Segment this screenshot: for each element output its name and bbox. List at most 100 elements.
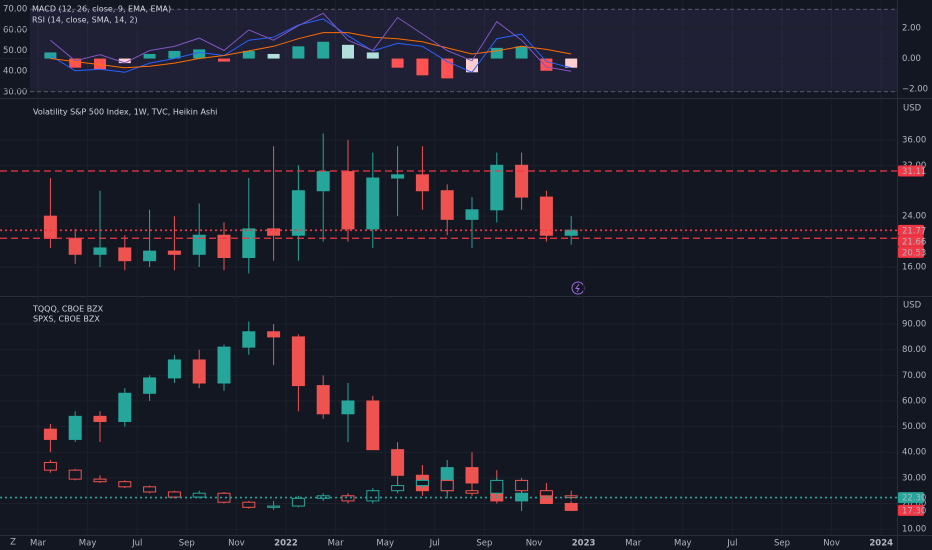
- candle-body: [93, 415, 107, 422]
- time-tick-label: Nov: [823, 539, 840, 549]
- candle-body: [118, 247, 132, 262]
- candle-body: [316, 385, 330, 415]
- price-label: 22.30: [902, 494, 926, 504]
- time-tick-label: Nov: [526, 539, 543, 549]
- price-tick-label: 16.00: [902, 263, 926, 273]
- histogram-bar: [441, 58, 454, 79]
- candle-body: [539, 490, 553, 497]
- time-tick-label: Jul: [726, 539, 737, 549]
- histogram-bar: [193, 49, 206, 59]
- price-tick-label: 2.00: [902, 24, 921, 34]
- histogram-bar: [94, 58, 106, 70]
- candle-body: [267, 505, 281, 508]
- price-tick-label: 70.00: [3, 5, 27, 15]
- series-legend: TQQQ, CBOE BZX: [32, 305, 104, 314]
- price-tick-label: 80.00: [902, 345, 926, 355]
- series-legend: Volatility S&P 500 Index, 1W, TVC, Heiki…: [33, 108, 217, 117]
- candle-body: [217, 492, 231, 503]
- candle-body: [391, 449, 405, 476]
- candle-body: [291, 190, 305, 236]
- candle-body: [68, 237, 82, 255]
- time-tick-label: Sep: [476, 539, 492, 549]
- candle-body: [267, 331, 281, 338]
- histogram-bar: [118, 58, 131, 64]
- histogram-bar: [69, 58, 82, 68]
- time-tick-label: Jul: [429, 539, 440, 549]
- candle-body: [415, 479, 429, 487]
- histogram-bar: [143, 53, 156, 59]
- histogram-bar: [391, 58, 404, 68]
- candle-body: [217, 234, 231, 258]
- histogram-bar: [490, 47, 503, 59]
- candle-body: [515, 479, 529, 492]
- price-label: 21.77: [902, 226, 926, 236]
- time-tick-label: 2022: [274, 539, 298, 549]
- candle-body: [366, 490, 380, 502]
- histogram-bar: [267, 53, 280, 59]
- price-tick-label: 90.00: [902, 320, 926, 330]
- time-tick-label: Sep: [179, 539, 195, 549]
- price-tick-label: 0.00: [902, 54, 921, 64]
- candle-body: [391, 174, 405, 179]
- candle-body: [490, 164, 504, 211]
- candle-body: [242, 501, 256, 508]
- indicator-legend: RSI (14, close, SMA, 14, 2): [32, 16, 138, 25]
- time-tick-label: May: [674, 539, 692, 549]
- candle-body: [242, 331, 256, 348]
- price-tick-label: 50.00: [3, 46, 27, 56]
- candle-body: [43, 215, 57, 239]
- histogram-bar: [292, 46, 305, 59]
- histogram-bar: [540, 58, 553, 71]
- indicator-legend: MACD (12, 26, close, 9, EMA, EMA): [32, 5, 171, 14]
- time-tick-label: May: [79, 539, 97, 549]
- candle-body: [192, 359, 206, 384]
- price-tick-label: 10.00: [902, 525, 926, 535]
- candle-body: [415, 174, 429, 192]
- candle-body: [391, 485, 405, 492]
- price-tick-label: 70.00: [902, 371, 926, 381]
- histogram-bar: [366, 52, 379, 59]
- candle-body: [167, 491, 181, 498]
- candle-body: [118, 481, 132, 488]
- price-tick-label: 24.00: [902, 212, 926, 222]
- candle-body: [242, 228, 256, 258]
- price-tick-label: 50.00: [902, 422, 926, 432]
- logo: Z: [10, 538, 16, 548]
- candle-body: [341, 495, 355, 502]
- time-tick-label: Mar: [328, 539, 345, 549]
- histogram-bar: [416, 58, 429, 76]
- time-tick-label: 2023: [572, 539, 596, 549]
- candle-body: [490, 479, 504, 494]
- price-label: 21.66: [902, 237, 926, 247]
- candle-body: [143, 250, 157, 262]
- price-label-bg: [898, 224, 924, 236]
- candle-body: [341, 400, 355, 415]
- price-label: 17.30: [902, 506, 926, 516]
- candle-body: [43, 428, 57, 440]
- time-tick-label: Mar: [625, 539, 642, 549]
- candle-body: [217, 346, 231, 384]
- candle-body: [316, 495, 330, 499]
- time-tick-label: Nov: [228, 539, 245, 549]
- candle-body: [316, 171, 330, 192]
- series-legend: SPXS, CBOE BZX: [33, 315, 100, 324]
- price-tick-label: 20.00: [902, 499, 926, 509]
- price-axis-unit: USD: [903, 104, 922, 114]
- candle-body: [440, 190, 454, 220]
- candle-body: [515, 164, 529, 198]
- candle-body: [341, 171, 355, 230]
- candle-body: [440, 479, 454, 492]
- candle-body: [93, 478, 107, 483]
- histogram-bar: [565, 58, 578, 68]
- time-tick-label: Sep: [774, 539, 790, 549]
- price-tick-label: 60.00: [902, 396, 926, 406]
- indicator-line: [50, 32, 572, 69]
- price-label: 31.11: [902, 167, 926, 177]
- histogram-bar: [168, 50, 181, 59]
- price-tick-label: −2.00: [902, 85, 928, 95]
- candle-body: [192, 234, 206, 255]
- time-tick-label: Jul: [131, 539, 142, 549]
- histogram-bar: [242, 50, 255, 59]
- price-label-bg: [898, 165, 924, 177]
